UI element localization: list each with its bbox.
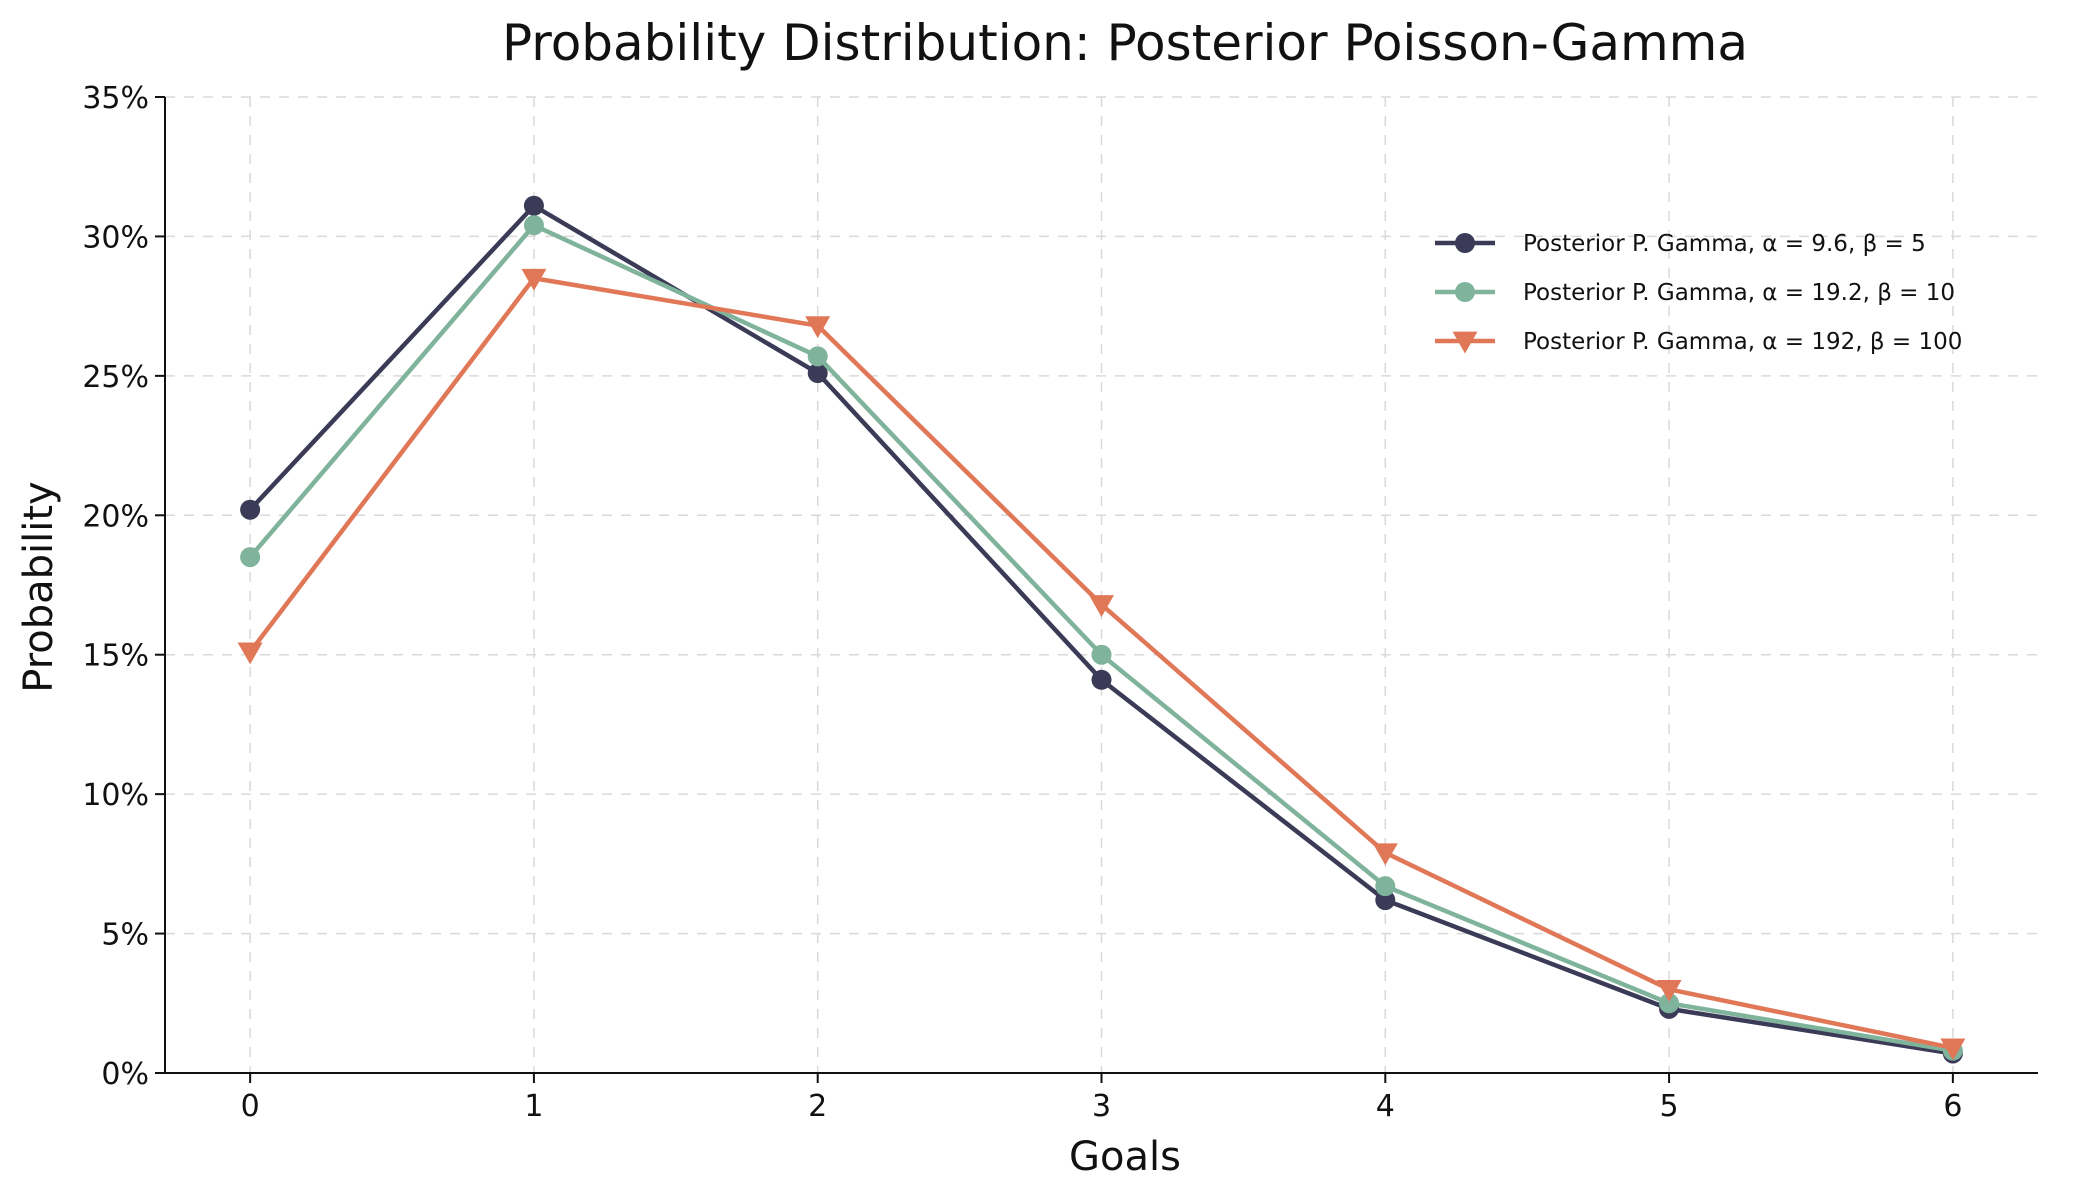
legend-label: Posterior P. Gamma, α = 9.6, β = 5 — [1523, 231, 1926, 257]
legend-item: Posterior P. Gamma, α = 9.6, β = 5 — [1435, 231, 1926, 257]
series-group — [237, 195, 1966, 1064]
data-point — [240, 547, 261, 568]
data-point — [1659, 993, 1680, 1014]
data-point — [1091, 669, 1112, 690]
x-axis-label: Goals — [1069, 1134, 1181, 1180]
y-tick-label: 15% — [82, 639, 149, 674]
data-point — [807, 346, 828, 367]
data-point — [523, 215, 544, 236]
data-point — [805, 316, 831, 339]
y-tick-label: 0% — [101, 1057, 149, 1092]
y-axis-ticks: 0% 5% 10% 15% 20% 25% 30% 35% — [82, 81, 165, 1092]
data-point — [237, 642, 263, 665]
y-tick-label: 35% — [82, 81, 149, 116]
legend-item: Posterior P. Gamma, α = 192, β = 100 — [1435, 329, 1962, 355]
legend-item: Posterior P. Gamma, α = 19.2, β = 10 — [1435, 280, 1955, 306]
data-point — [807, 363, 828, 384]
data-point — [1089, 595, 1114, 618]
chart-title: Probability Distribution: Posterior Pois… — [502, 14, 1748, 72]
y-axis-label: Probability — [16, 481, 62, 692]
x-tick-label: 0 — [241, 1089, 260, 1124]
x-tick-label: 5 — [1660, 1089, 1679, 1124]
y-tick-label: 30% — [82, 220, 149, 255]
x-tick-label: 2 — [808, 1089, 827, 1124]
y-tick-label: 10% — [82, 778, 149, 813]
data-point — [1940, 1038, 1966, 1061]
series-2 — [240, 215, 1963, 1061]
y-tick-label: 25% — [82, 360, 149, 395]
data-point — [1656, 979, 1682, 1002]
data-point — [521, 268, 547, 291]
legend-marker — [1455, 282, 1475, 302]
legend: Posterior P. Gamma, α = 9.6, β = 5 Poster… — [1435, 231, 1962, 355]
x-tick-label: 6 — [1943, 1089, 1962, 1124]
data-point — [1372, 843, 1398, 866]
series-3 — [237, 268, 1966, 1061]
x-tick-label: 1 — [524, 1089, 543, 1124]
x-tick-label: 4 — [1376, 1089, 1395, 1124]
x-axis-ticks: 0 1 2 3 4 5 6 — [241, 1073, 1962, 1124]
y-tick-label: 5% — [101, 918, 149, 953]
data-point — [1375, 876, 1396, 897]
x-tick-label: 3 — [1092, 1089, 1111, 1124]
legend-marker — [1455, 233, 1475, 253]
data-point — [523, 195, 544, 216]
y-tick-label: 20% — [82, 499, 149, 534]
legend-label: Posterior P. Gamma, α = 19.2, β = 10 — [1523, 280, 1955, 306]
legend-marker — [1452, 331, 1478, 354]
legend-label: Posterior P. Gamma, α = 192, β = 100 — [1523, 329, 1962, 355]
data-point — [1375, 890, 1396, 911]
data-point — [1091, 644, 1112, 665]
data-point — [240, 499, 261, 520]
